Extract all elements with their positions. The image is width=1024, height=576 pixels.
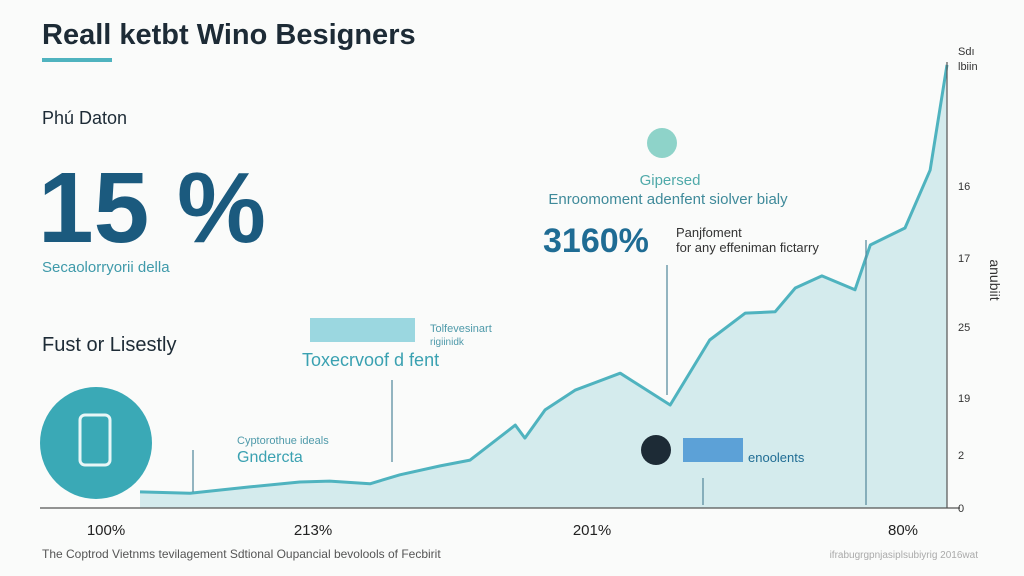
right-label: 2 — [958, 450, 964, 462]
icon — [78, 413, 112, 467]
area-line — [139, 64, 949, 495]
callout-icon — [641, 435, 671, 465]
right-label: Sdı — [958, 46, 975, 58]
right-label: 0 — [958, 503, 964, 515]
annotation-lines — [192, 240, 867, 505]
x-label: 213% — [294, 522, 332, 539]
footer-left: The Coptrod Vietnms tevilagement Sdtiona… — [42, 547, 441, 561]
right-label: 16 — [958, 181, 970, 193]
stat-label: Phú Daton — [42, 108, 127, 128]
right-label: 17 — [958, 253, 970, 265]
right-axis-title: anubiit — [987, 259, 1003, 300]
x-label: 201% — [573, 522, 611, 539]
callout-note: Panjfoment — [676, 225, 742, 240]
callout-line: Toxecrvoof d fent — [302, 350, 439, 370]
callout-line: Gndercta — [237, 449, 303, 466]
callout-small: rigiinidk — [430, 337, 465, 348]
right-label: 19 — [958, 393, 970, 405]
callout-small: Gipersed — [640, 172, 701, 189]
footer-right: ifrabugrgpnjasiplsubiyrig 2016wat — [830, 550, 979, 561]
callout-icons — [683, 438, 743, 462]
callout-note: for any effeniman fictarry — [676, 240, 819, 255]
callout-value: 3160% — [543, 222, 649, 260]
callout-small: Tolfevesinart — [430, 323, 492, 335]
x-label: 100% — [87, 522, 125, 539]
callout-icon — [647, 128, 677, 158]
callout-line: enoolents — [748, 450, 805, 465]
stat-value: 15 % — [38, 152, 266, 264]
stat-caption: Secaolorryorii della — [42, 259, 170, 276]
section-label: Fust or Lisestly — [42, 334, 176, 356]
callout-icons — [310, 318, 415, 342]
icon-circle — [40, 387, 152, 499]
x-label: 80% — [888, 522, 918, 539]
callout-line: Enroomoment adenfent siolver bialy — [548, 191, 788, 208]
chart — [139, 62, 949, 509]
right-label: lbiin — [958, 61, 978, 73]
title: Reall ketbt Wino Besigners — [42, 19, 416, 51]
title-underline — [42, 58, 112, 62]
area-fill — [140, 64, 947, 509]
right-label: 25 — [958, 322, 970, 334]
callout-small: Cyptorothue ideals — [237, 435, 329, 447]
